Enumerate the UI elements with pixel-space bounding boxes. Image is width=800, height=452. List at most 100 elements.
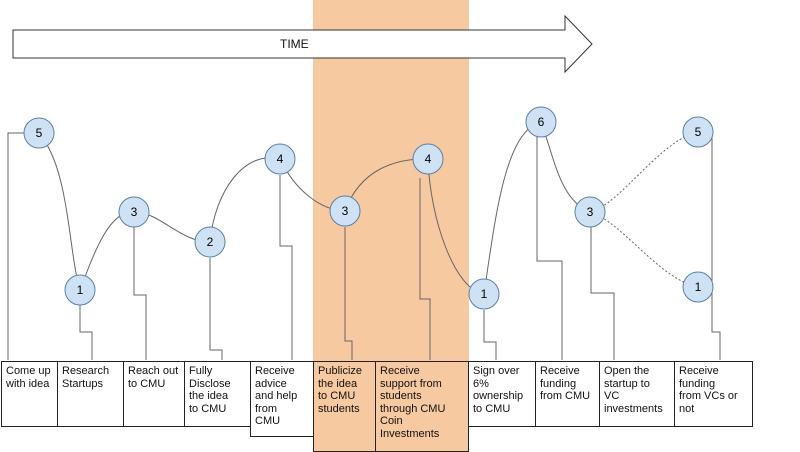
curve-link-dashed — [589, 131, 699, 213]
rating-node: 4 — [264, 143, 296, 175]
step-label-line: Research — [62, 365, 110, 377]
step-label-line: Open the — [604, 365, 650, 377]
rating-node: 1 — [468, 278, 500, 310]
node-circle — [264, 143, 296, 175]
step-label-line: Receive — [380, 365, 420, 377]
node-value: 1 — [77, 283, 84, 297]
time-label: TIME — [280, 37, 309, 51]
node-value: 5 — [36, 126, 43, 140]
vertical-connector — [711, 130, 721, 360]
vertical-connector — [7, 132, 39, 360]
node-value: 1 — [695, 280, 702, 294]
step-label: Reach out to CMU — [123, 361, 185, 427]
step-label-line: Receive — [540, 365, 580, 377]
vertical-connector — [483, 310, 497, 360]
vertical-connector — [344, 227, 353, 360]
curve-link — [483, 121, 542, 295]
node-circle — [412, 143, 444, 175]
step-label-line: to CMU — [473, 402, 511, 415]
node-circle — [468, 278, 500, 310]
curve-link — [38, 132, 81, 291]
step-label-line: Sign over — [473, 365, 520, 377]
node-value: 3 — [131, 205, 138, 219]
step-label-line: CMU — [255, 415, 281, 427]
step-label: Fully Disclose the idea to CMU — [184, 361, 251, 427]
node-value: 2 — [207, 235, 214, 249]
step-label-line: Publicize — [318, 365, 363, 377]
step-label-highlighted: Publicize the idea to CMU students — [313, 361, 376, 452]
step-label-line: from VCs or — [679, 390, 738, 402]
node-circle — [64, 274, 96, 306]
nodes: 5 1 3 2 4 3 4 — [23, 106, 714, 310]
vertical-connector — [133, 226, 147, 360]
vertical-connector — [279, 175, 293, 360]
step-label-line: 6% — [473, 377, 489, 390]
step-label-line: the idea — [189, 390, 229, 402]
step-label-line: funding — [540, 377, 577, 390]
step-label: Research Startups — [57, 361, 124, 427]
curve-link — [427, 158, 485, 295]
step-label-line: Receive — [679, 365, 719, 377]
step-label-line: advice — [255, 377, 287, 390]
step-label-line: Fully — [189, 365, 213, 377]
node-value: 4 — [277, 152, 284, 166]
connector-lines — [7, 121, 721, 360]
rating-node: 2 — [194, 226, 226, 258]
step-label-line: from — [255, 402, 277, 415]
step-label-line: Disclose — [189, 377, 231, 390]
step-label-line: to CMU — [318, 390, 356, 402]
step-label-line: to CMU — [128, 377, 166, 390]
time-arrow: TIME — [12, 14, 593, 74]
node-value: 1 — [481, 287, 488, 301]
rating-node: 5 — [23, 117, 55, 149]
vertical-connector — [209, 258, 223, 360]
vertical-connector — [79, 303, 93, 360]
step-label-line: with idea — [6, 377, 50, 390]
rating-node: 4 — [412, 143, 444, 175]
rating-node: 3 — [118, 196, 150, 228]
step-label: Receive funding from CMU — [535, 361, 600, 427]
step-label: Receive advice and help from CMU — [250, 361, 314, 437]
step-label: Come up with idea — [1, 361, 58, 427]
node-circle — [23, 117, 55, 149]
curve-link-dashed — [589, 211, 699, 288]
rating-node: 3 — [574, 196, 606, 228]
rating-node: 1 — [64, 274, 96, 306]
step-label-line: students — [380, 390, 422, 402]
step-label-line: and help — [255, 390, 298, 402]
rating-node: 1 — [682, 271, 714, 303]
step-label-line: through CMU — [380, 402, 446, 415]
node-circle — [329, 195, 361, 227]
step-label: Open the startup to VC investments — [599, 361, 675, 427]
vertical-connector — [419, 178, 431, 360]
node-circle — [682, 271, 714, 303]
step-label-line: ownership — [473, 390, 524, 402]
node-value: 3 — [342, 204, 349, 218]
time-arrow-shape — [12, 14, 593, 74]
step-label-line: VC — [604, 390, 620, 402]
step-label-line: startup to — [604, 377, 650, 390]
step-label-line: not — [679, 402, 695, 415]
step-label-line: support from — [380, 377, 442, 390]
vertical-connector — [590, 226, 615, 360]
node-circle — [194, 226, 226, 258]
node-circle — [118, 196, 150, 228]
node-circle — [682, 116, 714, 148]
step-label-highlighted: Receive support from students through CM… — [375, 361, 469, 452]
node-circle — [525, 106, 557, 138]
node-value: 5 — [695, 125, 702, 139]
node-circle — [574, 196, 606, 228]
step-label-line: investments — [604, 402, 663, 415]
node-value: 4 — [425, 152, 432, 166]
vertical-connector — [536, 122, 563, 360]
step-label: Sign over 6% ownership to CMU — [468, 361, 536, 427]
step-label: Receive funding from VCs or not — [674, 361, 753, 427]
step-label-line: funding — [679, 377, 716, 390]
step-label-line: to CMU — [189, 402, 227, 415]
step-label-line: Startups — [62, 377, 103, 390]
rating-node: 3 — [329, 195, 361, 227]
step-label-line: Receive — [255, 365, 295, 377]
rating-node: 5 — [682, 116, 714, 148]
